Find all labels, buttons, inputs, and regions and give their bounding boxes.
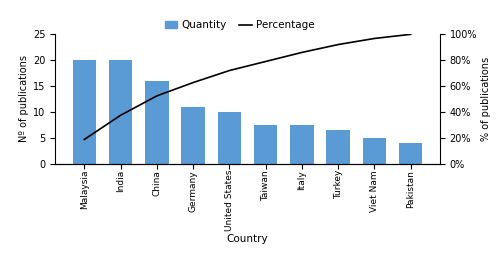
Bar [218,112,241,164]
Y-axis label: Nº of publications: Nº of publications [18,55,28,143]
Bar [182,107,205,164]
Bar [109,60,132,164]
Bar [399,143,422,164]
Legend: Quantity, Percentage: Quantity, Percentage [161,16,319,35]
X-axis label: Country: Country [226,234,268,244]
Bar [145,81,169,164]
Bar [72,60,96,164]
Bar [362,138,386,164]
Bar [326,130,350,164]
Bar [290,125,314,164]
Y-axis label: % of publications: % of publications [482,57,492,141]
Bar [254,125,278,164]
